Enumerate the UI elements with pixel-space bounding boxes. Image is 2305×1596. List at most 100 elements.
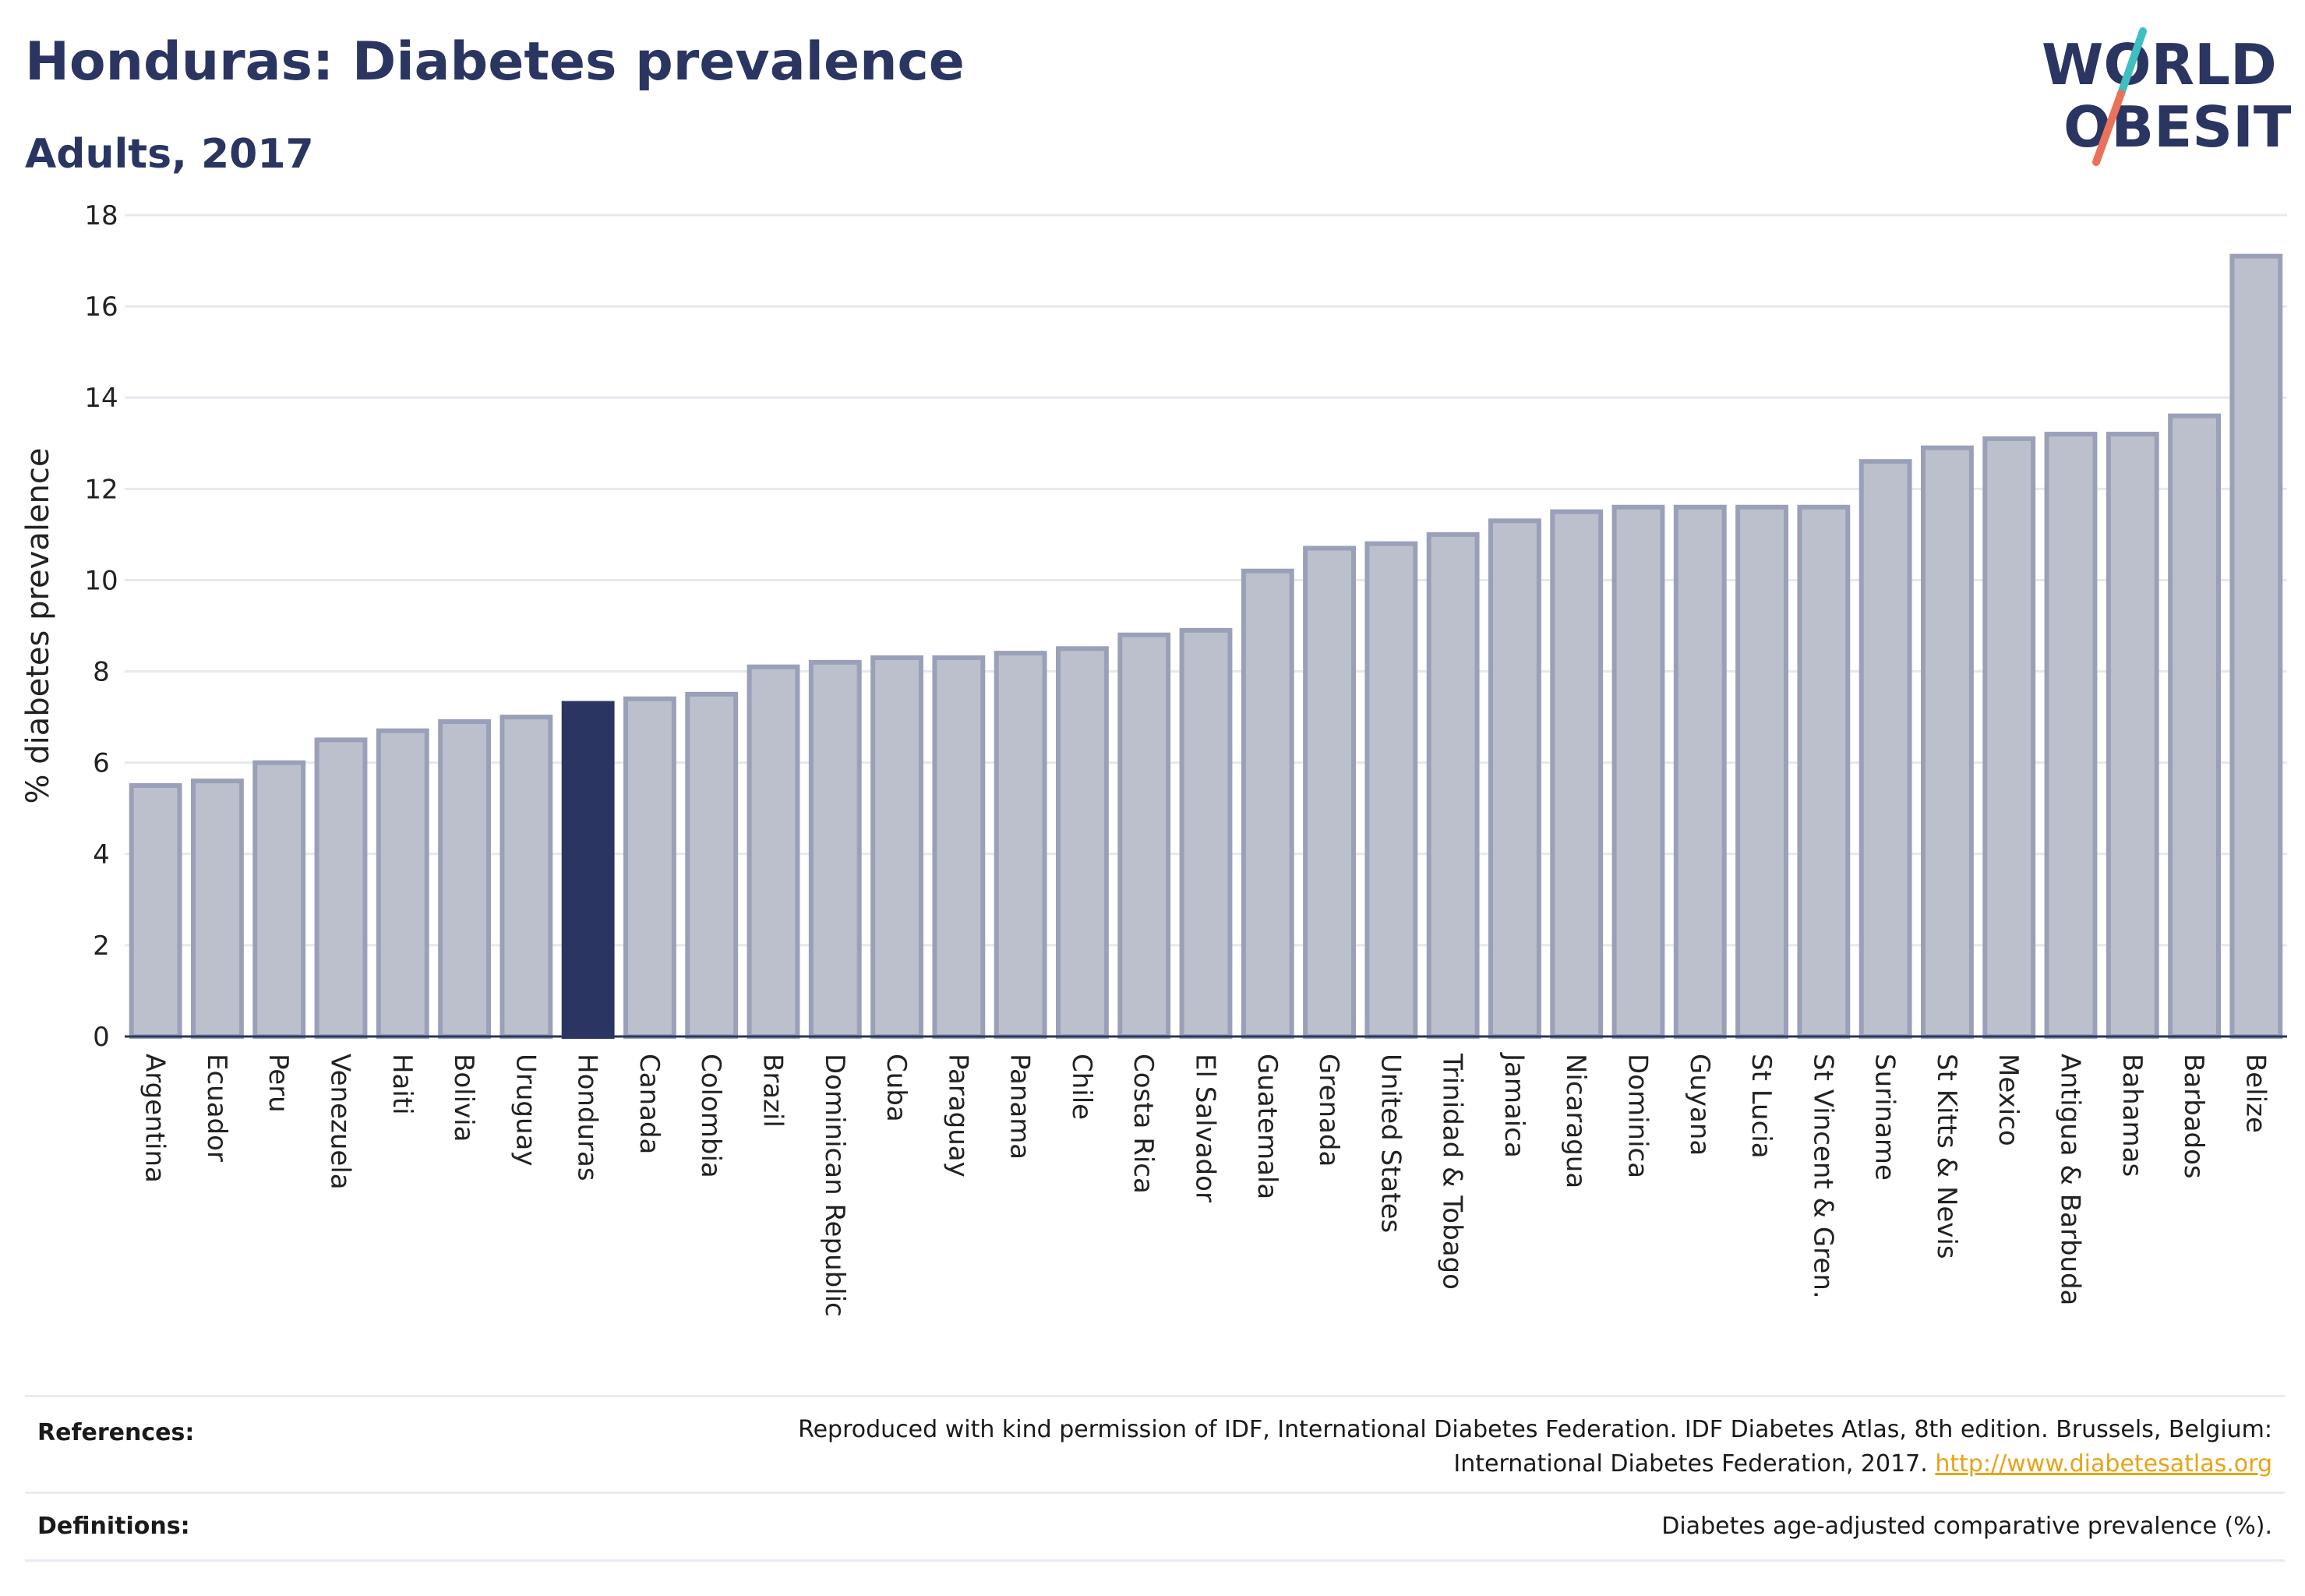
bars	[129, 253, 2283, 1040]
bar-st-lucia	[1735, 504, 1788, 1039]
x-tick-label: Bolivia	[448, 1054, 479, 1142]
x-tick-label: Bahamas	[2116, 1054, 2148, 1177]
bar-mexico	[1982, 436, 2036, 1039]
bar-argentina	[129, 782, 182, 1039]
bar-grenada	[1303, 546, 1356, 1039]
x-tick-label: Costa Rica	[1128, 1054, 1159, 1194]
references-label: References:	[37, 1419, 195, 1446]
x-tick-label: Peru	[263, 1054, 294, 1113]
x-tick-label: Mexico	[1993, 1054, 2024, 1146]
x-tick-label: Chile	[1066, 1054, 1097, 1120]
x-tick-label: Jamaica	[1498, 1052, 1530, 1158]
references-text-line1: Reproduced with kind permission of IDF, …	[798, 1416, 2272, 1443]
x-tick-label: Panama	[1004, 1054, 1036, 1160]
bar-barbados	[2168, 413, 2221, 1039]
y-axis-title: % diabetes prevalence	[20, 447, 56, 803]
logo-slash-bottom-icon	[2092, 90, 2125, 166]
bar-dominica	[1611, 504, 1665, 1039]
y-tick-label: 6	[93, 748, 110, 779]
bar-trinidad-tobago	[1426, 531, 1480, 1039]
x-tick-label: Ecuador	[201, 1054, 232, 1162]
y-tick-label: 16	[84, 291, 118, 323]
page-title: Honduras: Diabetes prevalence	[25, 31, 965, 93]
x-tick-label: Trinidad & Tobago	[1437, 1053, 1468, 1290]
bar-venezuela	[314, 737, 368, 1040]
bar-cuba	[870, 655, 923, 1039]
x-tick-label: Venezuela	[325, 1054, 356, 1190]
bar-nicaragua	[1550, 509, 1604, 1040]
bar-haiti	[376, 728, 429, 1040]
category-labels: Argentina Ecuador Peru Venezuela Haiti Bolivi…	[139, 1052, 2271, 1317]
x-tick-label: Cuba	[881, 1054, 912, 1122]
x-tick-label: Belize	[2240, 1054, 2271, 1133]
bar-costa-rica	[1117, 632, 1171, 1039]
bar-uruguay	[499, 715, 553, 1039]
y-tick-label: 14	[84, 383, 118, 414]
x-tick-label: Honduras	[572, 1054, 603, 1181]
bar-panama	[994, 651, 1047, 1040]
x-tick-label: Paraguay	[942, 1054, 973, 1178]
references-text-line2: International Diabetes Federation, 2017.	[1453, 1450, 1928, 1478]
bar-belize	[2229, 253, 2283, 1039]
x-tick-label: Colombia	[695, 1054, 726, 1178]
definitions-row: Definitions: Diabetes age-adjusted compa…	[25, 1492, 2285, 1562]
y-tick-label: 0	[93, 1022, 110, 1053]
bar-bahamas	[2106, 432, 2159, 1040]
y-tick-label: 2	[93, 930, 110, 962]
y-tick-label: 12	[84, 474, 118, 505]
x-tick-label: United States	[1375, 1054, 1406, 1233]
x-tick-label: St Kitts & Nevis	[1931, 1054, 1962, 1259]
logo-line1: WORLD	[2042, 32, 2277, 97]
logo-slash-top-icon	[2117, 27, 2147, 97]
bar-chile	[1056, 646, 1109, 1039]
bar-dominican-republic	[808, 659, 862, 1039]
bar-paraguay	[932, 655, 986, 1039]
bar-united-states	[1364, 541, 1418, 1040]
x-tick-label: Suriname	[1869, 1054, 1901, 1181]
page-subtitle: Adults, 2017	[25, 131, 314, 178]
world-obesity-logo: WORLD OBESITY	[2042, 27, 2291, 166]
x-tick-label: Brazil	[757, 1054, 789, 1128]
x-tick-label: Argentina	[139, 1054, 171, 1183]
bar-canada	[623, 696, 676, 1039]
y-tick-label: 10	[84, 565, 118, 596]
bar-honduras	[561, 701, 615, 1039]
bar-suriname	[1858, 459, 1912, 1039]
bar-guyana	[1673, 504, 1727, 1039]
x-tick-label: Guyana	[1684, 1054, 1715, 1156]
y-tick-label: 18	[84, 200, 118, 231]
x-tick-label: El Salvador	[1190, 1054, 1221, 1202]
y-tick-label: 4	[93, 839, 110, 870]
x-tick-label: St Lucia	[1746, 1054, 1777, 1159]
y-tick-label: 8	[93, 657, 110, 688]
bar-ecuador	[191, 779, 244, 1039]
x-tick-label: Haiti	[387, 1054, 418, 1115]
x-tick-label: Uruguay	[510, 1054, 541, 1167]
references-text: Reproduced with kind permission of IDF, …	[480, 1413, 2272, 1481]
references-row: References: Reproduced with kind permiss…	[25, 1395, 2285, 1494]
bar-brazil	[747, 664, 800, 1039]
definitions-text: Diabetes age-adjusted comparative preval…	[1661, 1513, 2272, 1540]
bar-guatemala	[1241, 568, 1294, 1039]
bar-el-salvador	[1179, 627, 1233, 1039]
bar-peru	[252, 760, 306, 1040]
bar-bolivia	[438, 719, 491, 1039]
definitions-label: Definitions:	[37, 1513, 190, 1540]
bar-chart: 0 2 4 6 8 10 12 14 16 18 Argentina Ecuador Peru Vene…	[20, 200, 2287, 1317]
bar-antigua-barbuda	[2044, 432, 2098, 1040]
x-tick-label: Nicaragua	[1560, 1054, 1591, 1188]
x-tick-label: St Vincent & Gren.	[1807, 1054, 1838, 1299]
x-tick-label: Antigua & Barbuda	[2055, 1054, 2086, 1305]
references-link[interactable]: http://www.diabetesatlas.org	[1935, 1450, 2272, 1478]
bar-st-kitts-nevis	[1921, 445, 1974, 1039]
x-tick-label: Dominica	[1622, 1054, 1654, 1178]
x-tick-label: Grenada	[1313, 1054, 1344, 1167]
bar-st-vincent-gren-	[1797, 504, 1851, 1039]
bar-colombia	[685, 691, 739, 1039]
x-tick-label: Dominican Republic	[819, 1054, 850, 1317]
bar-jamaica	[1488, 518, 1541, 1040]
x-tick-label: Canada	[634, 1054, 665, 1154]
x-tick-label: Barbados	[2178, 1054, 2209, 1179]
x-tick-label: Guatemala	[1251, 1054, 1283, 1199]
y-axis-ticks: 0 2 4 6 8 10 12 14 16 18	[84, 200, 118, 1053]
